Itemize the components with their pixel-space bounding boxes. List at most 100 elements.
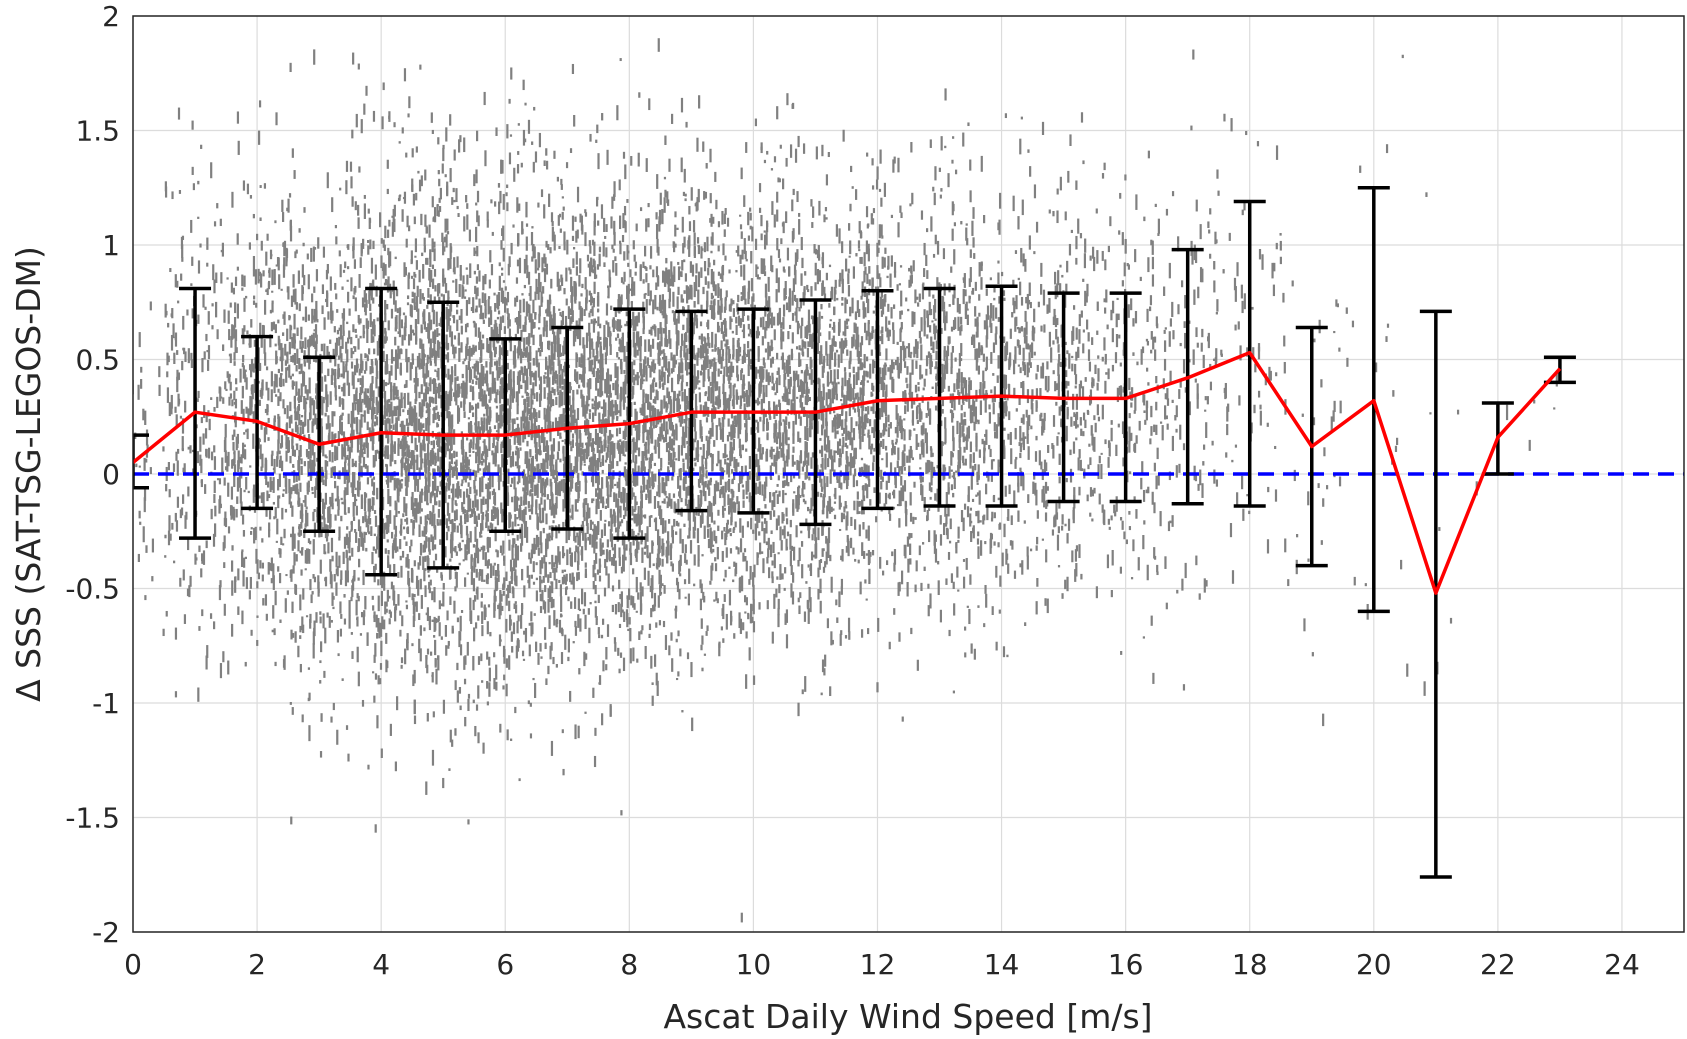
scatter-point-2429: [458, 386, 461, 394]
scatter-point-3231: [519, 527, 522, 539]
scatter-point-1142: [334, 498, 338, 502]
scatter-point-552: [272, 321, 276, 330]
scatter-point-2034: [385, 418, 388, 431]
scatter-point-1013: [341, 386, 344, 392]
scatter-point-3907: [555, 562, 558, 569]
scatter-point-1943: [399, 524, 403, 536]
scatter-point-1622: [352, 295, 355, 300]
scatter-point-4516: [580, 448, 583, 455]
scatter-point-3264: [480, 653, 483, 662]
scatter-point-3856: [474, 345, 477, 352]
scatter-point-2052: [408, 96, 411, 109]
scatter-point-2698: [457, 485, 460, 496]
scatter-point-4664: [584, 209, 587, 214]
scatter-point-177: [181, 360, 184, 371]
scatter-point-3025: [482, 365, 485, 374]
scatter-point-3735: [530, 506, 534, 515]
scatter-point-3611: [489, 563, 493, 579]
scatter-point-2557: [445, 531, 449, 541]
scatter-point-3777: [517, 615, 520, 622]
scatter-point-4553: [571, 477, 574, 484]
scatter-point-576: [270, 480, 273, 490]
scatter-point-2600: [431, 674, 434, 677]
scatter-point-1137: [293, 170, 296, 179]
scatter-point-4169: [558, 481, 561, 497]
scatter-point-2846: [463, 513, 467, 519]
scatter-point-1846: [376, 536, 379, 550]
scatter-point-1204: [348, 452, 352, 456]
scatter-point-4775: [621, 234, 625, 243]
scatter-point-2765: [432, 440, 436, 449]
scatter-point-336: [233, 361, 236, 366]
scatter-point-4575: [560, 627, 564, 635]
scatter-point-2716: [417, 308, 420, 325]
scatter-point-2544: [434, 456, 437, 464]
scatter-point-3977: [593, 241, 596, 256]
scatter-point-3260: [509, 134, 513, 137]
scatter-point-3576: [527, 396, 530, 408]
scatter-point-3715: [503, 577, 506, 588]
scatter-point-2327: [432, 560, 436, 569]
scatter-point-2843: [420, 491, 423, 503]
scatter-point-3827: [485, 451, 488, 460]
scatter-point-2602: [466, 337, 469, 345]
scatter-point-3382: [505, 618, 508, 633]
scatter-point-4903: [605, 320, 608, 325]
scatter-point-4012: [596, 402, 600, 410]
scatter-point-72: [212, 264, 215, 281]
scatter-point-3325: [518, 504, 522, 508]
scatter-point-4471: [571, 215, 575, 231]
scatter-point-1503: [350, 410, 353, 424]
scatter-point-3269: [488, 420, 491, 423]
scatter-point-1298: [316, 471, 319, 487]
scatter-point-3572: [481, 526, 484, 530]
scatter-point-1167: [312, 246, 315, 262]
scatter-point-2576: [413, 699, 416, 715]
scatter-point-1809: [388, 595, 391, 599]
scatter-point-4282: [592, 269, 595, 274]
scatter-point-4109: [536, 267, 540, 271]
scatter-point-1189: [329, 391, 332, 405]
scatter-point-2444: [429, 294, 432, 305]
scatter-point-2305: [431, 749, 435, 766]
scatter-point-1190: [307, 697, 310, 702]
scatter-point-4384: [589, 245, 592, 254]
scatter-point-1613: [410, 305, 413, 318]
scatter-point-883: [343, 436, 346, 452]
scatter-point-2482: [465, 299, 469, 316]
scatter-point-2958: [433, 207, 437, 223]
scatter-point-4087: [545, 470, 548, 474]
scatter-point-1017: [339, 419, 342, 435]
scatter-point-2069: [393, 122, 396, 128]
scatter-point-2830: [466, 203, 469, 209]
scatter-point-2111: [415, 296, 419, 312]
scatter-point-2077: [364, 307, 367, 312]
scatter-point-3988: [552, 656, 555, 665]
scatter-point-1233: [312, 643, 315, 659]
scatter-point-2675: [434, 477, 437, 491]
scatter-point-1348: [410, 362, 413, 369]
scatter-point-4649: [566, 549, 569, 566]
scatter-point-31: [118, 500, 120, 512]
scatter-point-2705: [442, 699, 446, 714]
scatter-point-4521: [552, 438, 556, 452]
scatter-point-143: [180, 236, 184, 250]
scatter-point-815: [303, 395, 306, 410]
scatter-point-3997: [596, 433, 599, 442]
scatter-point-1563: [360, 448, 363, 456]
scatter-point-918: [322, 441, 325, 457]
scatter-point-4356: [594, 600, 597, 604]
scatter-point-12: [138, 510, 141, 519]
scatter-point-3495: [493, 425, 497, 430]
scatter-point-1733: [402, 526, 406, 530]
scatter-point-4707: [568, 487, 571, 495]
scatter-point-4358: [572, 258, 575, 268]
scatter-point-1054: [311, 293, 314, 303]
scatter-point-1066: [329, 513, 332, 528]
scatter-point-761: [289, 375, 292, 380]
scatter-point-147: [174, 512, 177, 522]
scatter-point-3791: [481, 292, 484, 304]
scatter-point-2249: [428, 587, 431, 594]
scatter-point-2588: [473, 270, 476, 275]
scatter-point-1170: [301, 264, 304, 278]
